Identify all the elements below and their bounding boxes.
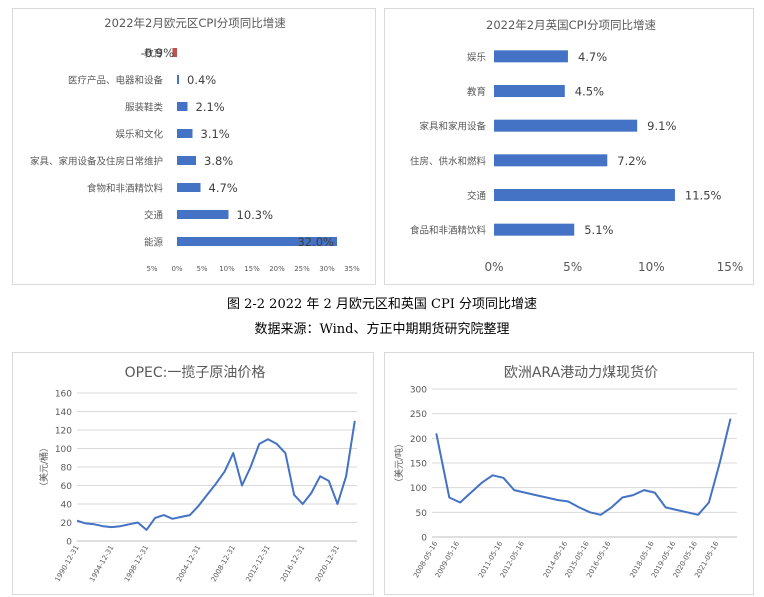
category-label: 教育 xyxy=(144,48,163,60)
bar xyxy=(494,50,568,63)
y-tick-label: 20 xyxy=(61,519,73,529)
data-label: 4.7% xyxy=(209,181,238,195)
x-tick-label: 15% xyxy=(244,265,260,273)
data-label: 4.7% xyxy=(578,50,607,64)
series-line xyxy=(435,418,732,516)
data-label: 10.3% xyxy=(237,208,274,222)
x-tick-label: 10% xyxy=(638,260,665,274)
series-line xyxy=(76,420,356,531)
x-tick-label: 10% xyxy=(219,265,235,273)
chart-title: 欧洲ARA港动力煤现货价 xyxy=(504,364,658,381)
data-label: 0.4% xyxy=(187,73,216,87)
category-label: 能源 xyxy=(144,237,164,249)
x-tick-label: 1990-12-31 xyxy=(53,544,80,583)
bar xyxy=(494,119,638,132)
data-label: 3.1% xyxy=(201,127,230,141)
category-label: 医疗产品、电器和设备 xyxy=(68,75,164,87)
opec-basket-price-chart: OPEC:一揽子原油价格 0 20 40 60 80 100 120 140 160 （美元/桶） 1… xyxy=(12,352,374,595)
bar xyxy=(172,48,177,57)
data-label: 4.5% xyxy=(575,85,604,99)
bar xyxy=(177,75,179,84)
y-tick-label: 250 xyxy=(410,410,427,420)
y-tick-label: 0 xyxy=(421,534,427,544)
bar xyxy=(177,210,229,219)
uk-cpi-chart: 2022年2月英国CPI分项同比增速食品和非酒精饮料 5.1% 交通 11.5% 住房、… xyxy=(384,8,754,285)
y-tick-label: 120 xyxy=(55,427,72,437)
y-axis-label: （美元/桶） xyxy=(38,443,50,491)
y-tick-label: 50 xyxy=(416,509,428,519)
y-axis-label: （美元/吨） xyxy=(393,439,405,487)
x-tick-label: 5% xyxy=(563,260,582,274)
eurozone-cpi-chart: 2022年2月欧元区CPI分项同比增速能源 32.0% 交通 10.3% 食物和非酒精饮… xyxy=(12,8,376,285)
y-tick-label: 150 xyxy=(410,460,427,470)
x-tick-label: 2008-12-31 xyxy=(210,544,237,583)
chart-title: OPEC:一揽子原油价格 xyxy=(125,364,266,381)
y-tick-label: 160 xyxy=(55,390,72,400)
category-label: 交通 xyxy=(144,210,164,222)
ara-coal-price-plot: 欧洲ARA港动力煤现货价050100150200250300（美元/吨）2008… xyxy=(393,364,737,579)
y-tick-label: 300 xyxy=(410,386,427,396)
data-label: 32.0% xyxy=(297,235,334,249)
chart-title: 2022年2月英国CPI分项同比增速 xyxy=(486,18,656,32)
x-tick-label: 20% xyxy=(269,265,285,273)
y-tick-label: 100 xyxy=(410,484,427,494)
category-label: 食物和非酒精饮料 xyxy=(87,183,164,195)
y-tick-label: 80 xyxy=(61,464,73,474)
category-label: 交通 xyxy=(467,190,487,202)
bar xyxy=(177,156,196,165)
x-tick-label: 2020-12-31 xyxy=(314,544,341,583)
x-tick-label: 2016-12-31 xyxy=(279,544,306,583)
category-label: 服装鞋类 xyxy=(125,102,164,114)
bar xyxy=(177,129,193,138)
data-label: 7.2% xyxy=(617,154,646,168)
chart-title: 2022年2月欧元区CPI分项同比增速 xyxy=(104,16,286,30)
bar xyxy=(494,85,565,97)
data-label: 9.1% xyxy=(647,119,676,133)
x-tick-label: 0% xyxy=(171,265,182,273)
source-caption: 数据来源：Wind、方正中期期货研究院整理 xyxy=(254,322,510,337)
x-tick-label: 15% xyxy=(717,260,744,274)
category-label: 食品和非酒精饮料 xyxy=(410,225,487,237)
x-tick-label: 5% xyxy=(146,265,157,273)
x-tick-label: 5% xyxy=(196,265,207,273)
x-tick-label: 30% xyxy=(319,265,335,273)
bar xyxy=(494,189,675,201)
data-label: 11.5% xyxy=(685,189,722,203)
ara-coal-price-chart: 欧洲ARA港动力煤现货价 0 50 100 150 200 250 300 （美元/吨） 2008… xyxy=(384,352,754,595)
x-tick-label: 25% xyxy=(294,265,310,273)
y-tick-label: 200 xyxy=(410,435,427,445)
x-tick-label: 1994-12-31 xyxy=(88,544,115,583)
category-label: 娱乐和文化 xyxy=(115,129,163,141)
category-label: 家具、家用设备及住房日常维护 xyxy=(30,156,163,168)
bar xyxy=(494,154,608,167)
y-tick-label: 140 xyxy=(55,408,72,418)
category-label: 家具和家用设备 xyxy=(419,121,486,133)
data-label: -0.9% xyxy=(141,46,174,60)
data-label: 3.8% xyxy=(204,154,233,168)
category-label: 娱乐 xyxy=(467,51,487,63)
category-label: 教育 xyxy=(467,86,486,98)
data-label: 5.1% xyxy=(584,223,613,237)
y-tick-label: 0 xyxy=(66,538,72,548)
bar xyxy=(177,183,201,192)
bar xyxy=(177,102,188,111)
data-label: 2.1% xyxy=(196,100,225,114)
y-tick-label: 100 xyxy=(55,445,72,455)
x-tick-label: 1998-12-31 xyxy=(123,544,150,583)
figure-caption: 图 2-2 2022 年 2 月欧元区和英国 CPI 分项同比增速 xyxy=(226,297,538,312)
y-tick-label: 60 xyxy=(61,482,73,492)
bar xyxy=(494,223,575,236)
opec-basket-price-plot: OPEC:一揽子原油价格 0 20 40 60 80 100 120 140 160 （美元/桶） 1… xyxy=(38,364,357,583)
y-tick-label: 40 xyxy=(61,501,73,511)
x-tick-label: 2012-12-31 xyxy=(244,544,271,583)
x-tick-label: 0% xyxy=(484,260,503,274)
category-label: 住房、供水和燃料 xyxy=(410,155,487,167)
x-tick-label: 35% xyxy=(344,265,360,273)
bar xyxy=(177,237,337,246)
x-tick-label: 2004-12-31 xyxy=(175,544,202,583)
